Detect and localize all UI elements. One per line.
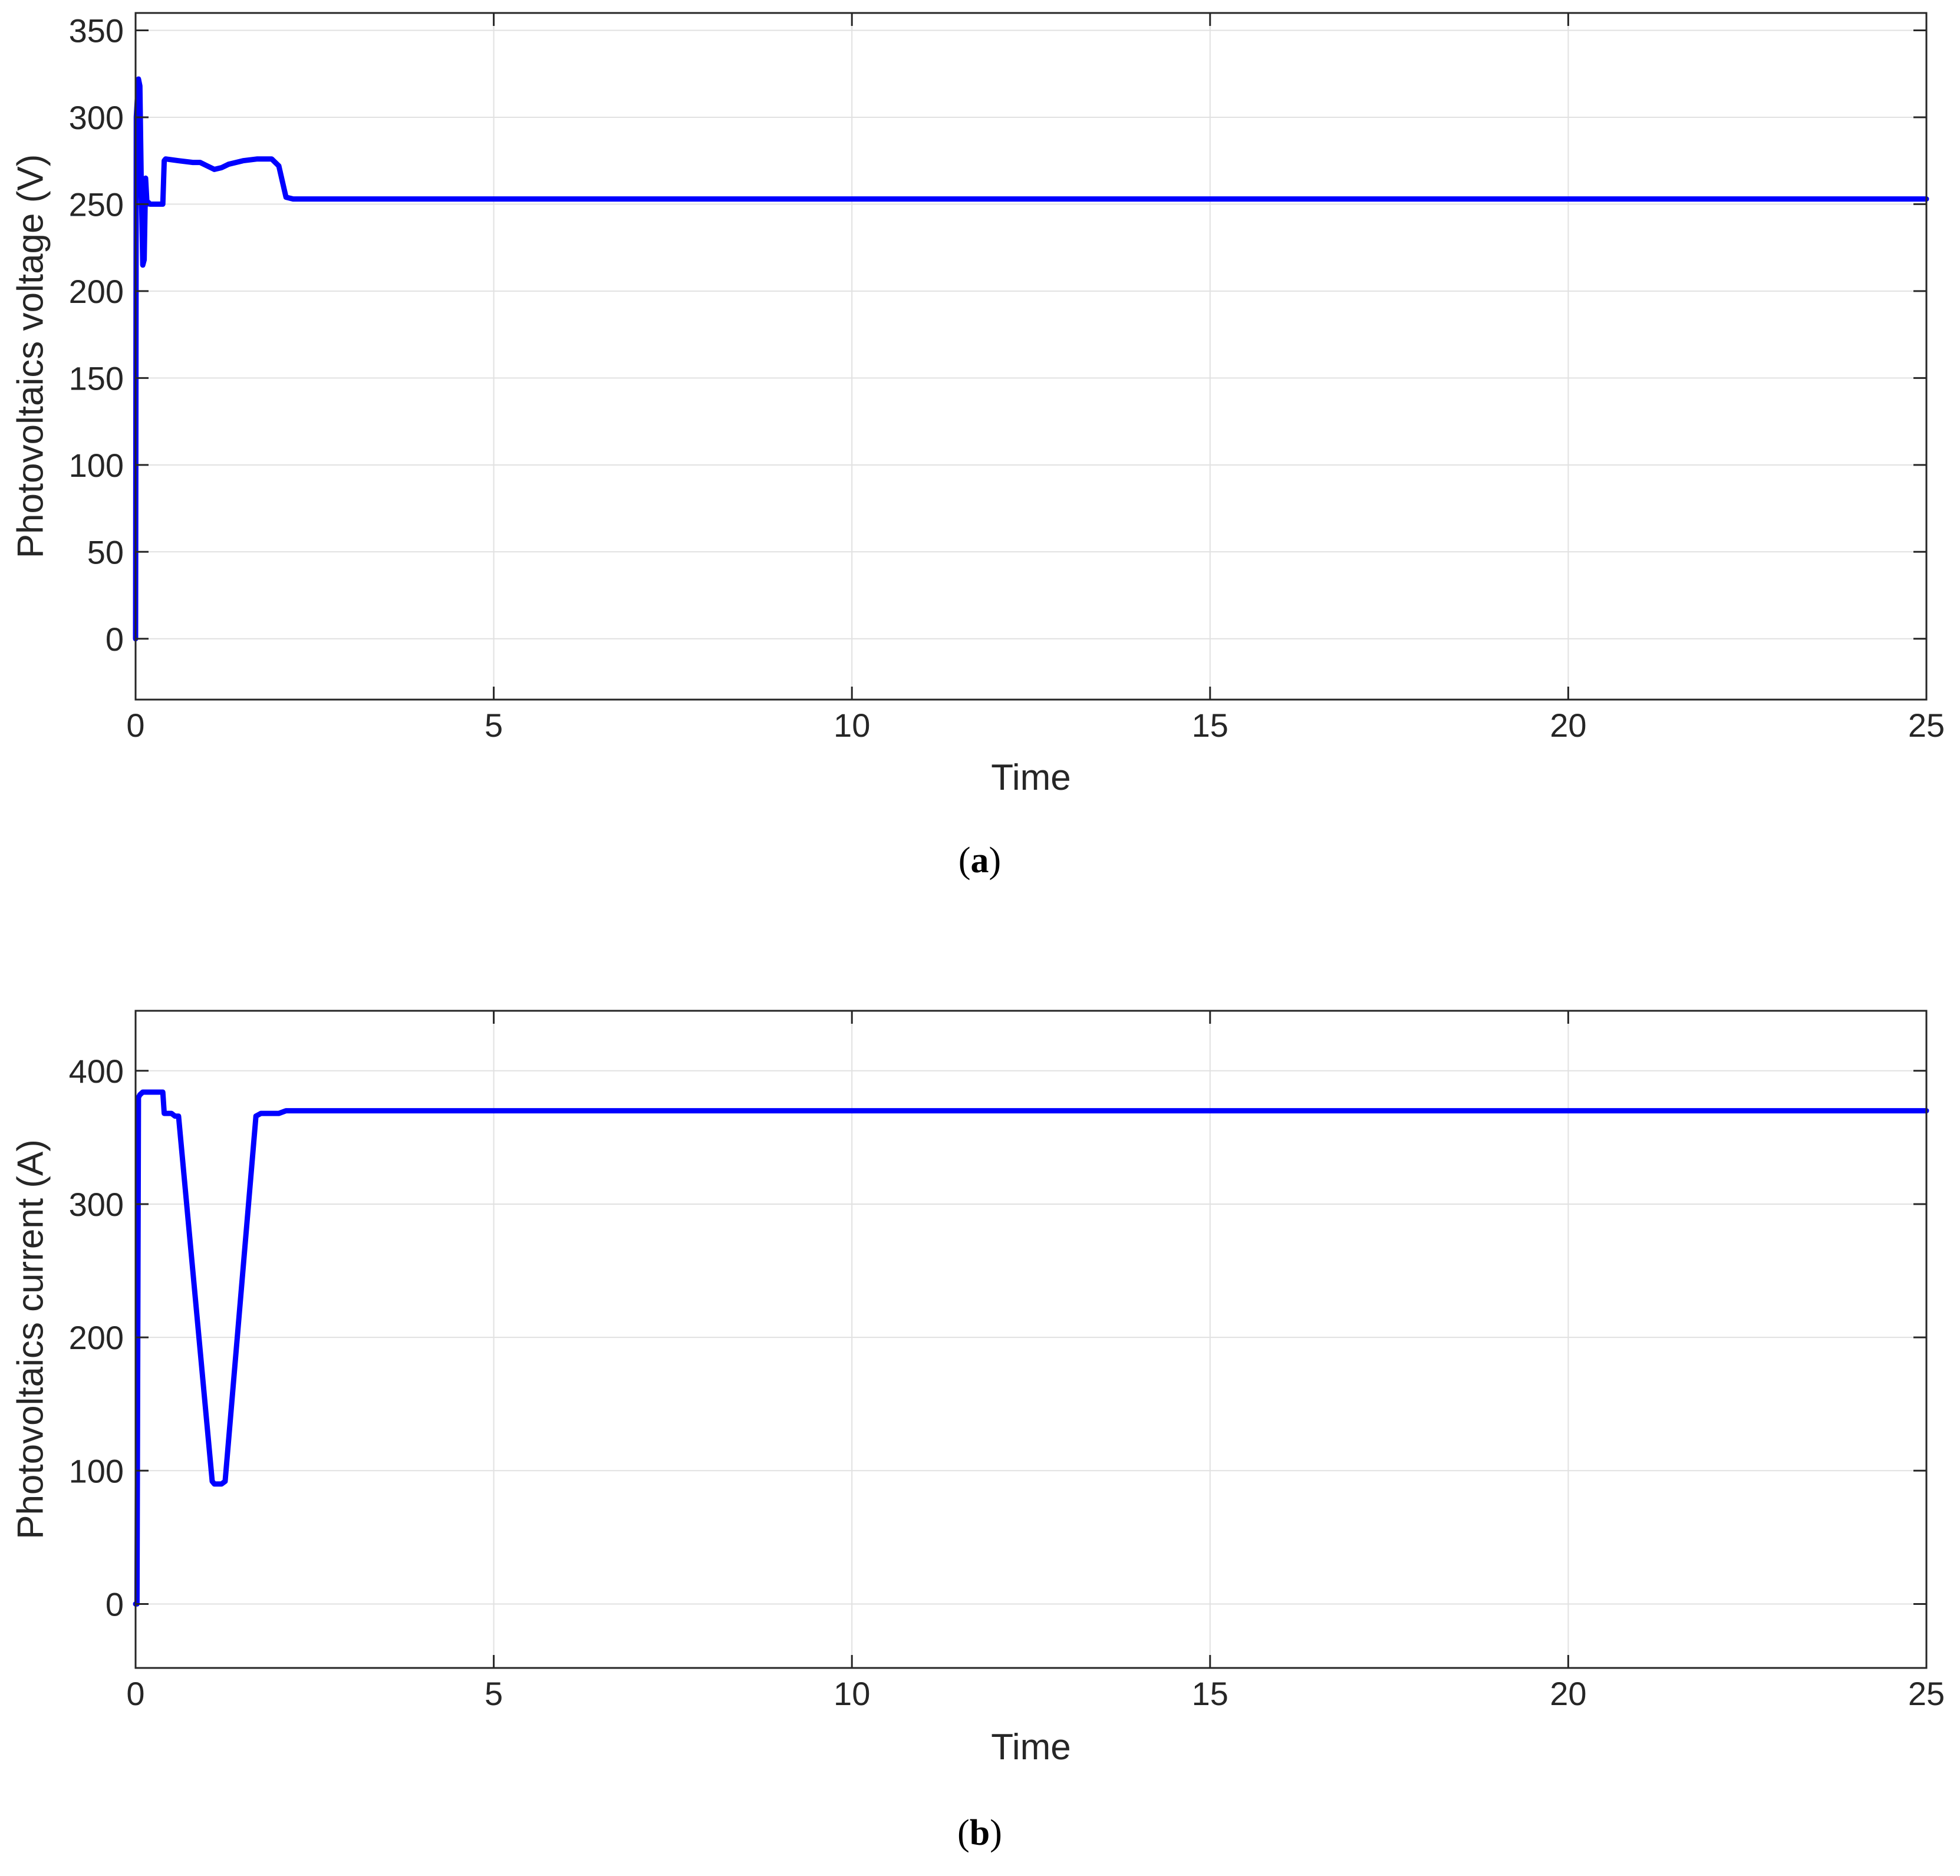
panel-caption-letter: b [970, 1813, 990, 1853]
y-tick-label: 100 [69, 447, 124, 484]
y-tick-label: 300 [69, 1186, 124, 1223]
y-tick-label: 250 [69, 186, 124, 223]
grid [136, 13, 1926, 700]
x-tick-label: 10 [834, 1675, 870, 1712]
x-tick-label: 15 [1192, 1675, 1228, 1712]
x-tick-label: 25 [1908, 1675, 1945, 1712]
x-tick-label: 0 [126, 1675, 144, 1712]
chart-panel-a: 0 5 10 15 20 25050100150200250300350TimePhoto… [11, 12, 1945, 881]
x-tick-label: 15 [1192, 707, 1228, 744]
y-tick-label: 300 [69, 99, 124, 136]
y-tick-label: 150 [69, 360, 124, 397]
x-tick-label: 20 [1550, 1675, 1586, 1712]
x-tick-label: 5 [485, 1675, 503, 1712]
y-tick-label: 100 [69, 1452, 124, 1489]
y-tick-label: 50 [87, 533, 124, 571]
panel-caption: (a) [958, 840, 1001, 881]
x-tick-label: 10 [834, 707, 870, 744]
series-line-0 [133, 1089, 1929, 1607]
x-tick-label: 20 [1550, 707, 1586, 744]
plot-area [136, 13, 1926, 700]
y-tick-label: 350 [69, 12, 124, 49]
chart-panel-b: 0 5 10 15 20 25 0 100 200 300 400 Time Photovoltaics… [11, 1010, 1945, 1853]
grid [136, 1011, 1926, 1668]
y-tick-label: 200 [69, 1319, 124, 1356]
x-tick-label: 25 [1908, 707, 1945, 744]
y-tick-label: 400 [69, 1053, 124, 1090]
axes-frame [134, 12, 1928, 701]
plot-area [136, 1011, 1926, 1668]
x-tick-label: 0 [126, 707, 144, 744]
y-axis-label: Photovoltaics voltage (V) [11, 154, 51, 559]
x-axis-label: Time [991, 757, 1070, 798]
y-tick-label: 0 [106, 621, 124, 658]
y-tick-label: 200 [69, 273, 124, 310]
panel-caption: (b) [957, 1813, 1002, 1853]
y-tick-label: 0 [106, 1585, 124, 1623]
y-axis-label: Photovoltaics current (A) [11, 1139, 51, 1539]
x-axis-label: Time [991, 1727, 1070, 1768]
x-tick-label: 5 [485, 707, 503, 744]
series-line-0 [133, 76, 1929, 642]
panel-caption-letter: a [971, 840, 989, 881]
axes-frame [134, 1010, 1928, 1669]
